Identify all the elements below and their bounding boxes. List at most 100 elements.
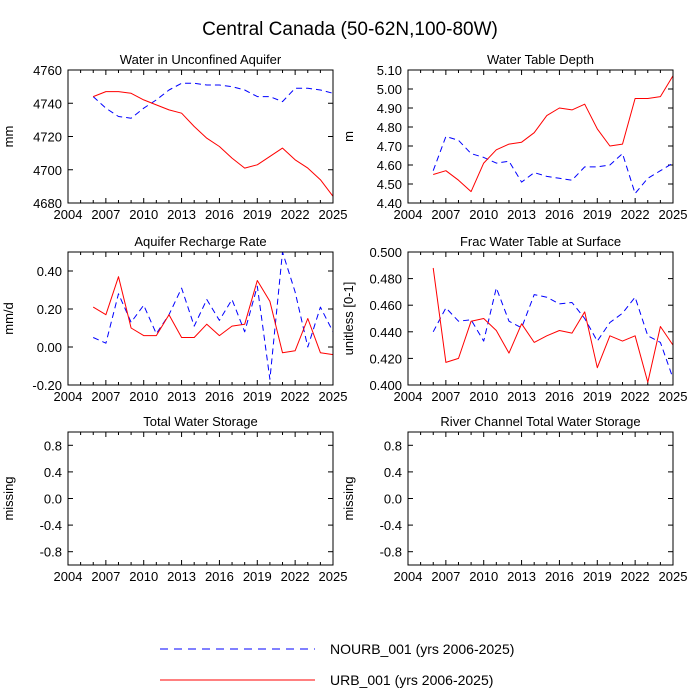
- x-tick-label: 2025: [659, 207, 688, 222]
- chart-panels: Water in Unconfined Aquifer mm 2004 2007 201…: [1, 52, 687, 584]
- chart-title: Water Table Depth: [487, 52, 594, 67]
- x-tick-label: 2019: [243, 389, 272, 404]
- x-tick-label: 2022: [281, 389, 310, 404]
- y-tick-label: 0.0: [44, 492, 62, 507]
- series-line-nourb-001: [432, 136, 674, 194]
- chart-frac-water-table-at-surface: Frac Water Table at Surface unitless [0-1…: [341, 234, 687, 404]
- series-line-nourb-001: [92, 82, 334, 119]
- x-tick-label: 2022: [281, 207, 310, 222]
- series-line-nourb-001: [432, 287, 674, 379]
- x-tick-label: 2022: [621, 207, 650, 222]
- x-tick-label: 2016: [545, 389, 574, 404]
- y-axis-label: mm: [1, 126, 16, 148]
- y-tick-label: 4.60: [377, 158, 402, 173]
- x-tick-label: 2025: [319, 389, 348, 404]
- plot-frame: [67, 69, 334, 204]
- plot-frame: [407, 69, 674, 204]
- y-tick-label: 0.4: [384, 465, 402, 480]
- y-tick-label: 5.00: [377, 82, 402, 97]
- y-tick-label: 0.20: [37, 302, 62, 317]
- plot-frame: [407, 431, 674, 566]
- x-tick-label: 2019: [583, 569, 612, 584]
- y-tick-label: 0.480: [369, 272, 402, 287]
- x-tick-label: 2016: [205, 389, 234, 404]
- y-tick-label: 4680: [33, 196, 62, 211]
- chart-aquifer-recharge-rate: Aquifer Recharge Rate mm/d 2004 2007 2010 201…: [1, 234, 347, 404]
- x-tick-label: 2019: [583, 207, 612, 222]
- chart-total-water-storage: Total Water Storage missing 2004 2007 2010 20…: [1, 414, 347, 584]
- y-tick-label: -0.8: [40, 545, 62, 560]
- y-tick-label: 4720: [33, 130, 62, 145]
- x-tick-label: 2025: [319, 207, 348, 222]
- x-tick-label: 2025: [659, 389, 688, 404]
- y-axis-label: missing: [341, 476, 356, 520]
- chart-water-table-depth: Water Table Depth m 2004 2007 2010 2013 2016 20…: [341, 52, 687, 222]
- legend-item-nourb-001: NOURB_001 (yrs 2006-2025): [160, 641, 514, 657]
- x-tick-label: 2016: [205, 207, 234, 222]
- y-tick-label: 4.80: [377, 120, 402, 135]
- plot-frame: [407, 251, 674, 386]
- y-axis-label: missing: [1, 476, 16, 520]
- series-line-nourb-001: [92, 251, 334, 380]
- y-tick-label: 4.50: [377, 177, 402, 192]
- y-tick-label: 0.40: [37, 264, 62, 279]
- y-tick-label: 0.460: [369, 298, 402, 313]
- x-tick-label: 2019: [243, 569, 272, 584]
- y-tick-label: -0.20: [32, 378, 62, 393]
- x-tick-label: 2010: [469, 389, 498, 404]
- series-line-urb-001: [93, 91, 334, 197]
- series-line-urb-001: [433, 75, 674, 193]
- y-tick-label: -0.4: [380, 518, 402, 533]
- chart-title: River Channel Total Water Storage: [440, 414, 640, 429]
- plot-frame: [67, 431, 334, 566]
- legend: NOURB_001 (yrs 2006-2025) URB_001 (yrs 20…: [160, 641, 514, 688]
- y-tick-label: 0.00: [37, 340, 62, 355]
- x-tick-label: 2025: [659, 569, 688, 584]
- y-tick-label: 0.8: [384, 438, 402, 453]
- x-tick-label: 2013: [167, 207, 196, 222]
- x-tick-label: 2013: [507, 389, 536, 404]
- y-tick-label: 0.400: [369, 378, 402, 393]
- plot-frame: [67, 251, 334, 386]
- figure-title: Central Canada (50-62N,100-80W): [202, 19, 498, 40]
- y-tick-label: 4700: [33, 163, 62, 178]
- y-tick-label: 0.8: [44, 438, 62, 453]
- x-tick-label: 2013: [167, 389, 196, 404]
- y-tick-label: -0.4: [40, 518, 62, 533]
- y-tick-label: 0.0: [384, 492, 402, 507]
- chart-title: Frac Water Table at Surface: [460, 234, 621, 249]
- x-tick-label: 2022: [621, 569, 650, 584]
- x-tick-label: 2007: [431, 389, 460, 404]
- legend-item-urb-001: URB_001 (yrs 2006-2025): [160, 672, 493, 688]
- legend-label: URB_001 (yrs 2006-2025): [330, 672, 493, 688]
- series-line-urb-001: [92, 276, 334, 356]
- x-tick-label: 2004: [394, 569, 423, 584]
- y-tick-label: 0.440: [369, 325, 402, 340]
- y-tick-label: 4740: [33, 96, 62, 111]
- x-tick-label: 2010: [129, 569, 158, 584]
- x-tick-label: 2004: [54, 569, 83, 584]
- chart-title: Aquifer Recharge Rate: [134, 234, 266, 249]
- x-tick-label: 2007: [91, 389, 120, 404]
- y-tick-label: 4.40: [377, 196, 402, 211]
- chart-river-channel-total-water-storage: River Channel Total Water Storage missing…: [341, 414, 687, 584]
- x-tick-label: 2022: [281, 569, 310, 584]
- y-tick-label: 4760: [33, 63, 62, 78]
- x-tick-label: 2007: [431, 569, 460, 584]
- x-tick-label: 2004: [54, 207, 83, 222]
- series-line-urb-001: [432, 267, 674, 383]
- x-tick-label: 2004: [394, 207, 423, 222]
- x-tick-label: 2022: [621, 389, 650, 404]
- x-tick-label: 2010: [469, 569, 498, 584]
- y-tick-label: 0.500: [369, 245, 402, 260]
- y-axis-label: mm/d: [1, 302, 16, 335]
- x-tick-label: 2019: [583, 389, 612, 404]
- y-tick-label: 4.90: [377, 101, 402, 116]
- x-tick-label: 2004: [394, 389, 423, 404]
- chart-title: Total Water Storage: [143, 414, 257, 429]
- x-tick-label: 2013: [167, 569, 196, 584]
- x-tick-label: 2010: [469, 207, 498, 222]
- x-tick-label: 2016: [545, 207, 574, 222]
- x-tick-label: 2019: [243, 207, 272, 222]
